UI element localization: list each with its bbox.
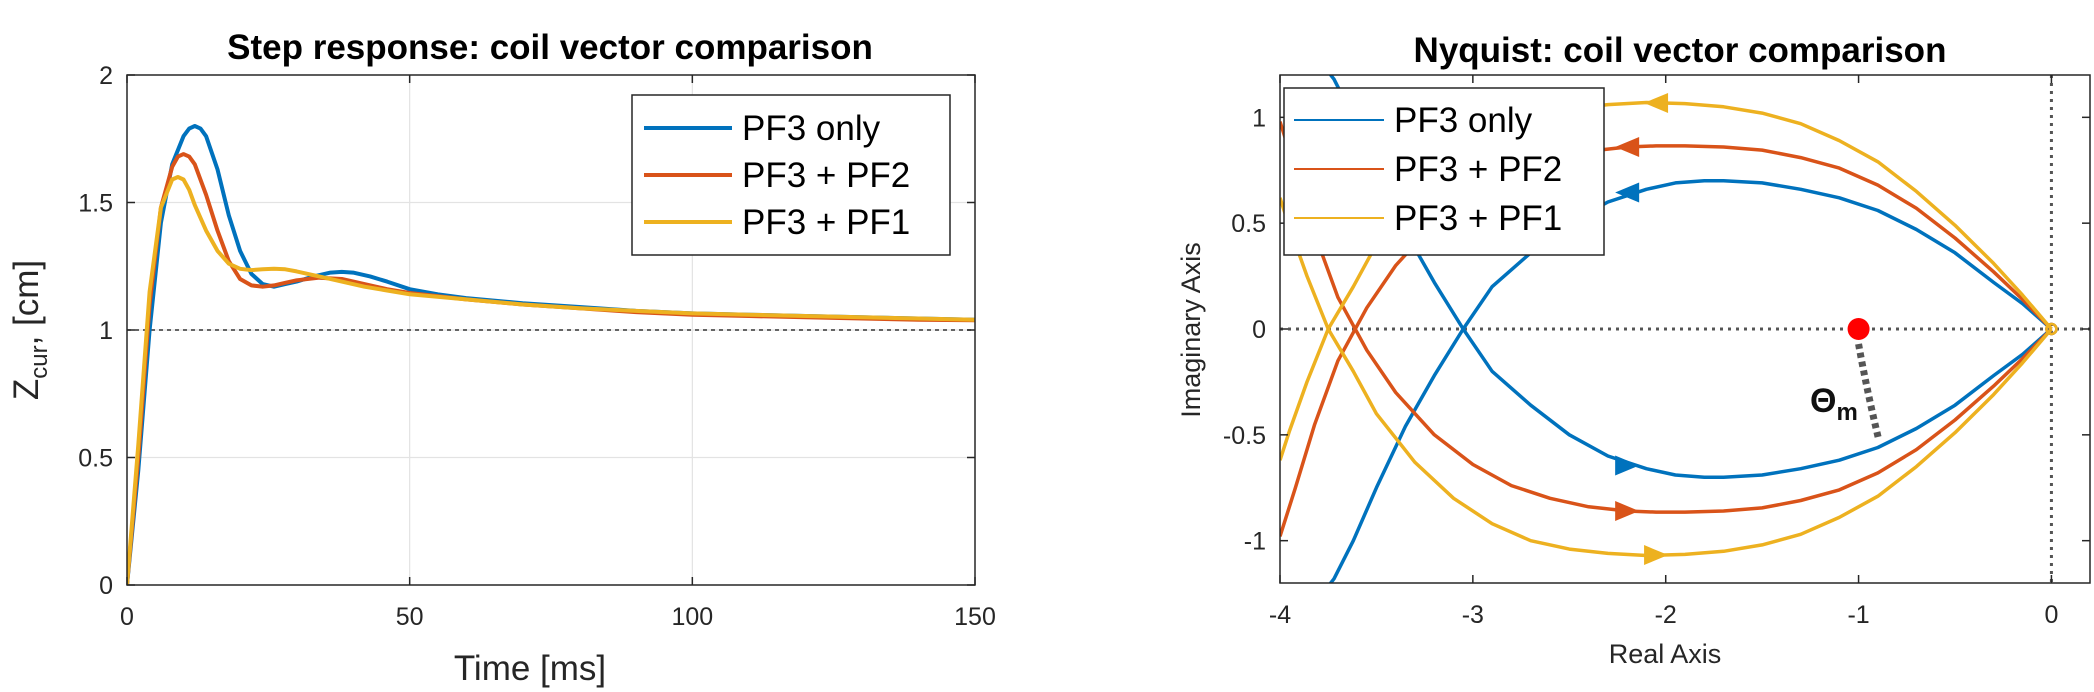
phase-margin-subscript: m (1836, 399, 1857, 426)
step-title: Step response: coil vector comparison (227, 28, 873, 67)
step-y-label-sub: cur (26, 345, 53, 378)
step-series-line-2 (127, 175, 975, 585)
nyquist-series-upper-2 (1280, 100, 2053, 461)
nyquist-direction-arrow (1615, 182, 1640, 203)
nyquist-direction-arrow (1644, 92, 1669, 113)
nyquist-legend-label: PF3 + PF1 (1394, 199, 1562, 238)
nyquist-y-axis-label: Imaginary Axis (1176, 242, 1206, 418)
nyquist-chart: -4 -3 -2 -1 0 -1 -0.5 0 0.5 1 Nyquist: coil vecto… (1176, 31, 2091, 669)
critical-point-marker (1847, 318, 1870, 340)
nyquist-title: Nyquist: coil vector comparison (1414, 31, 1947, 70)
nyquist-direction-arrow (1644, 545, 1669, 566)
step-x-tick-label: 50 (396, 603, 424, 631)
nyquist-direction-arrow (1615, 455, 1640, 476)
nyquist-series-upper-0 (1328, 179, 2053, 583)
nyquist-x-tick-label: -2 (1655, 601, 1677, 629)
nyquist-y-tick-label: -0.5 (1223, 422, 1266, 450)
nyquist-x-tick-label: 0 (2044, 601, 2058, 629)
step-x-tick-label: 150 (954, 603, 996, 631)
phase-margin-label: Θm (1810, 382, 1858, 426)
nyquist-direction-arrow (1615, 136, 1640, 157)
step-series-group (127, 124, 975, 585)
nyquist-legend-label: PF3 only (1394, 101, 1533, 140)
nyquist-margin-annotation (1847, 318, 1882, 440)
step-y-axis-label: Zcur, [cm] (7, 260, 53, 400)
nyquist-series-group (1280, 75, 2058, 583)
nyquist-x-tick-label: -4 (1269, 601, 1291, 629)
nyquist-series-lower-1 (1280, 121, 2053, 514)
step-y-tick-label: 1 (99, 317, 113, 345)
nyquist-legend-box (1283, 87, 1605, 256)
step-y-tick-label: 0 (99, 572, 113, 600)
step-legend: PF3 only PF3 + PF2 PF3 + PF1 (631, 94, 951, 256)
step-legend-label: PF3 + PF2 (742, 156, 910, 195)
nyquist-x-tick-label: -1 (1847, 601, 1869, 629)
phase-margin-arc (1855, 343, 1882, 440)
step-y-tick-label: 0.5 (78, 445, 113, 473)
nyquist-y-tick-label: 0.5 (1231, 210, 1266, 238)
step-y-tick-label: 2 (99, 62, 113, 90)
step-y-label-main: Z (7, 379, 46, 400)
nyquist-y-tick-label: 0 (1252, 316, 1266, 344)
nyquist-x-tick-label: -3 (1462, 601, 1484, 629)
step-y-tick-label: 1.5 (78, 190, 113, 218)
nyquist-direction-arrow (1615, 501, 1640, 522)
step-y-label-rest: , [cm] (7, 260, 46, 346)
step-response-chart: 0 50 100 150 0 0.5 1 1.5 2 Step response: coil v… (7, 28, 996, 688)
nyquist-origin-marker (2045, 322, 2058, 336)
phase-margin-symbol: Θ (1810, 382, 1836, 420)
nyquist-y-tick-label: 1 (1252, 104, 1266, 132)
nyquist-y-tick-label: -1 (1244, 528, 1266, 556)
step-legend-label: PF3 only (742, 109, 881, 148)
nyquist-x-axis-label: Real Axis (1609, 639, 1722, 669)
nyquist-series-upper-1 (1280, 144, 2053, 537)
nyquist-series-lower-2 (1280, 197, 2053, 558)
step-x-tick-label: 0 (120, 603, 134, 631)
step-ticks: 0 50 100 150 0 0.5 1 1.5 2 (78, 62, 996, 631)
step-x-axis-label: Time [ms] (454, 649, 606, 688)
nyquist-legend: PF3 only PF3 + PF2 PF3 + PF1 (1283, 87, 1605, 256)
nyquist-legend-label: PF3 + PF2 (1394, 150, 1562, 189)
step-x-tick-label: 100 (671, 603, 713, 631)
step-legend-label: PF3 + PF1 (742, 203, 910, 242)
